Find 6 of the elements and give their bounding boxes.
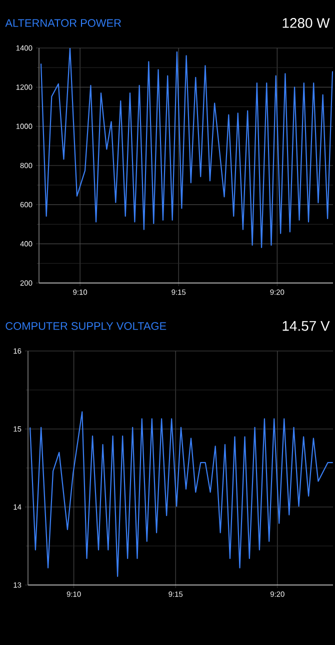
chart-subtitle: 14.57 V <box>282 321 330 331</box>
line-series <box>40 48 334 248</box>
line-series <box>30 411 334 577</box>
chart-subtitle: 1280 W <box>282 18 330 28</box>
chart-title: ALTERNATOR POWER <box>5 19 121 27</box>
chart-title: COMPUTER SUPPLY VOLTAGE <box>6 322 166 330</box>
